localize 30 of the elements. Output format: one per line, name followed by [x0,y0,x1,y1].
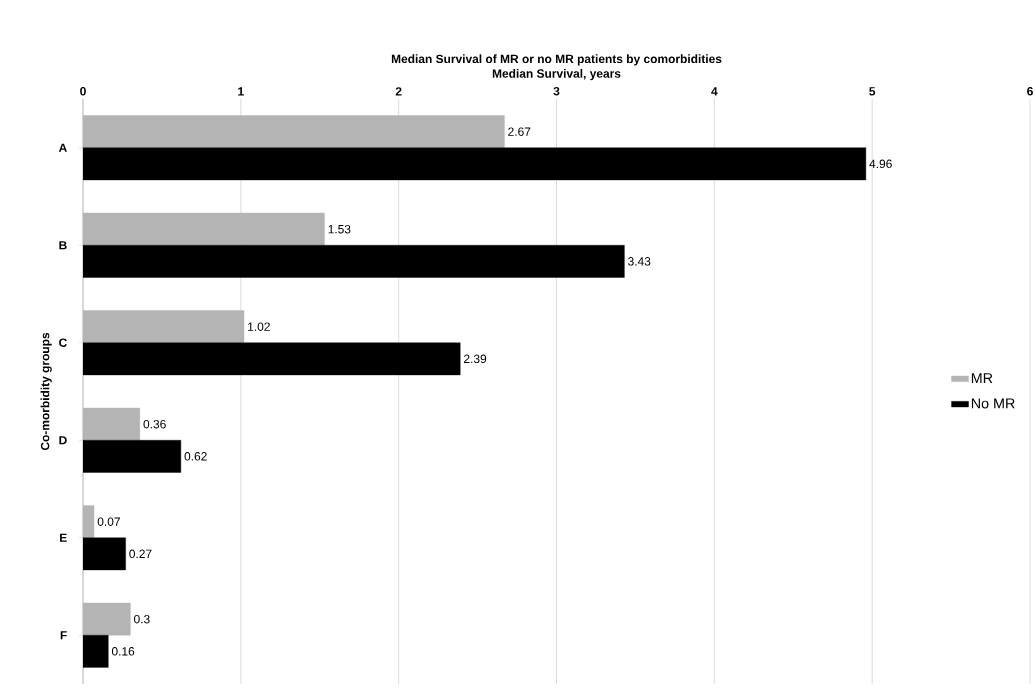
chart-title: Median Survival of MR or no MR patients by comorbidities [391,54,722,66]
x-axis-title: Median Survival, years [492,69,621,81]
data-label: 0.62 [184,452,207,461]
data-label: 0.07 [97,517,120,526]
data-label: 0.16 [111,647,135,656]
data-label: 2.39 [464,354,487,364]
data-label: 1.53 [328,224,351,234]
data-label: 1.02 [248,322,270,331]
y-tick-label: A [58,143,67,152]
y-tick-label: E [60,533,67,542]
x-tick-label: 4 [711,87,718,96]
x-tick-label: 1 [238,87,244,96]
y-tick-label: B [59,241,67,250]
y-tick-label: D [59,436,67,445]
data-label: 4.96 [869,159,892,169]
data-label: 0.27 [129,549,152,559]
data-label: 0.36 [143,419,166,429]
x-tick-label: 2 [395,87,402,96]
x-tick-label: 5 [869,87,876,96]
x-tick-label: 3 [553,86,560,96]
data-label: 3.43 [628,257,651,266]
data-label: 2.67 [508,127,531,136]
legend-label: No MR [971,398,1015,409]
data-label: 0.3 [134,614,150,624]
x-tick-label: 6 [1027,87,1033,96]
y-tick-label: C [59,338,67,347]
x-tick-label: 0 [80,87,86,96]
y-axis-title: Co-morbidity groups [40,332,52,451]
legend-label: MR [971,373,993,383]
y-tick-label: F [60,631,67,640]
